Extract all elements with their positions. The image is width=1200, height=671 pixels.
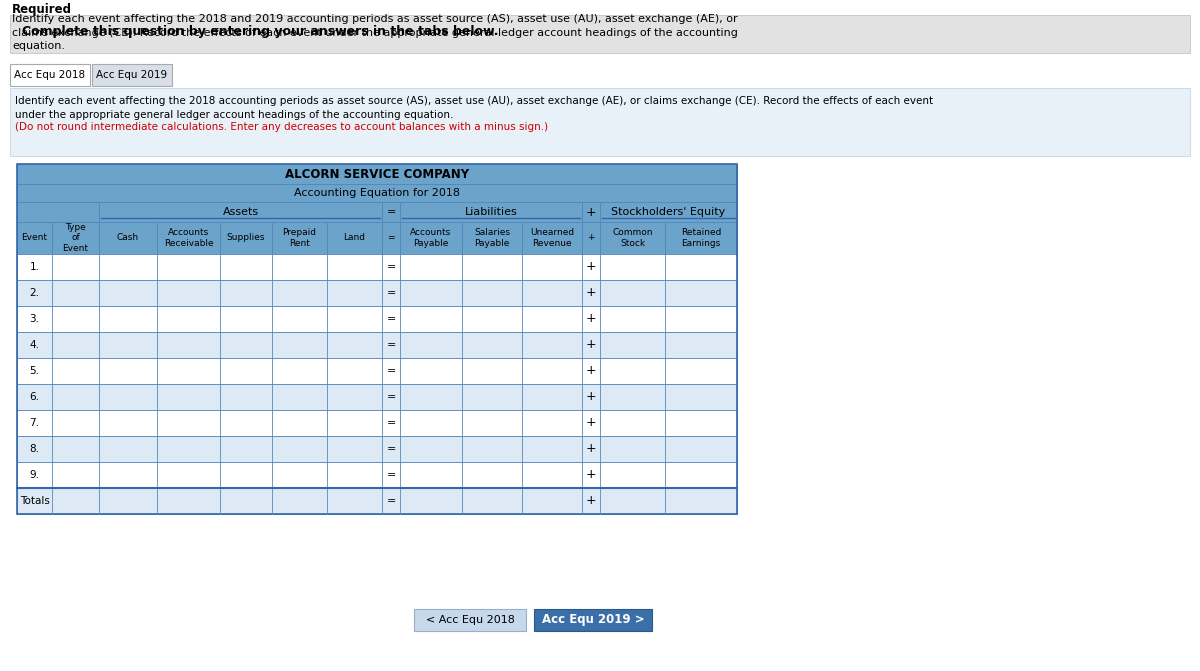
Text: 4.: 4. (30, 340, 40, 350)
Text: =: = (386, 470, 396, 480)
Bar (17, 436, 737, 462)
Text: 9.: 9. (30, 470, 40, 480)
Bar (10, 88, 1190, 156)
Bar (17, 306, 737, 332)
Bar (534, 609, 652, 631)
Text: Unearned
Revenue: Unearned Revenue (530, 228, 574, 248)
Bar (17, 332, 737, 358)
Text: Accounts
Receivable: Accounts Receivable (163, 228, 214, 248)
Bar (17, 222, 737, 254)
Text: =: = (388, 234, 395, 242)
Bar (414, 609, 526, 631)
Text: Salaries
Payable: Salaries Payable (474, 228, 510, 248)
Text: +: + (586, 313, 596, 325)
Text: Retained
Earnings: Retained Earnings (680, 228, 721, 248)
Text: +: + (586, 287, 596, 299)
Bar (17, 280, 737, 306)
Text: Supplies: Supplies (227, 234, 265, 242)
Text: +: + (586, 442, 596, 456)
Bar (17, 410, 737, 436)
Text: ALCORN SERVICE COMPANY: ALCORN SERVICE COMPANY (284, 168, 469, 180)
Text: Land: Land (343, 234, 366, 242)
Text: 8.: 8. (30, 444, 40, 454)
Text: =: = (386, 418, 396, 428)
Bar (17, 384, 737, 410)
Text: Required: Required (12, 3, 72, 16)
Text: +: + (586, 468, 596, 482)
Text: Prepaid
Rent: Prepaid Rent (282, 228, 317, 248)
Text: 1.: 1. (30, 262, 40, 272)
Bar (17, 184, 737, 202)
Text: =: = (386, 314, 396, 324)
Text: +: + (586, 364, 596, 378)
Text: =: = (386, 207, 396, 217)
Text: Acc Equ 2018: Acc Equ 2018 (14, 70, 85, 80)
Text: +: + (587, 234, 595, 242)
Text: Totals: Totals (19, 496, 49, 506)
Bar (17, 164, 737, 184)
Text: Liabilities: Liabilities (464, 207, 517, 217)
Text: Identify each event affecting the 2018 accounting periods as asset source (AS), : Identify each event affecting the 2018 a… (14, 96, 934, 120)
Bar (17, 202, 737, 222)
Text: +: + (586, 417, 596, 429)
Text: Accounts
Payable: Accounts Payable (410, 228, 451, 248)
Text: +: + (586, 391, 596, 403)
Text: Common
Stock: Common Stock (612, 228, 653, 248)
Text: Identify each event affecting the 2018 and 2019 accounting periods as asset sour: Identify each event affecting the 2018 a… (12, 14, 738, 51)
Bar (17, 358, 737, 384)
Text: < Acc Equ 2018: < Acc Equ 2018 (426, 615, 515, 625)
Bar (10, 64, 90, 86)
Text: +: + (586, 205, 596, 219)
Text: 2.: 2. (30, 288, 40, 298)
Text: 3.: 3. (30, 314, 40, 324)
Bar (17, 488, 737, 514)
Text: Assets: Assets (222, 207, 258, 217)
Text: =: = (386, 496, 396, 506)
Text: =: = (386, 366, 396, 376)
Text: 7.: 7. (30, 418, 40, 428)
Text: +: + (586, 495, 596, 507)
Text: 6.: 6. (30, 392, 40, 402)
Text: Stockholders' Equity: Stockholders' Equity (611, 207, 726, 217)
Text: +: + (586, 260, 596, 274)
Text: Acc Equ 2019 >: Acc Equ 2019 > (541, 613, 644, 627)
Bar (17, 164, 737, 514)
Text: +: + (586, 338, 596, 352)
Text: Cash: Cash (116, 234, 139, 242)
Text: =: = (386, 262, 396, 272)
Text: (Do not round intermediate calculations. Enter any decreases to account balances: (Do not round intermediate calculations.… (14, 122, 548, 132)
Text: =: = (386, 340, 396, 350)
Bar (17, 462, 737, 488)
Bar (92, 64, 172, 86)
Text: Accounting Equation for 2018: Accounting Equation for 2018 (294, 188, 460, 198)
Text: =: = (386, 444, 396, 454)
Text: Acc Equ 2019: Acc Equ 2019 (96, 70, 168, 80)
Bar (10, 15, 1190, 53)
Text: =: = (386, 392, 396, 402)
Text: Type
of
Event: Type of Event (62, 223, 89, 253)
Text: Event: Event (22, 234, 48, 242)
Text: 5.: 5. (30, 366, 40, 376)
Bar (17, 254, 737, 280)
Text: =: = (386, 288, 396, 298)
Text: Complete this question by entering your answers in the tabs below.: Complete this question by entering your … (22, 25, 498, 38)
